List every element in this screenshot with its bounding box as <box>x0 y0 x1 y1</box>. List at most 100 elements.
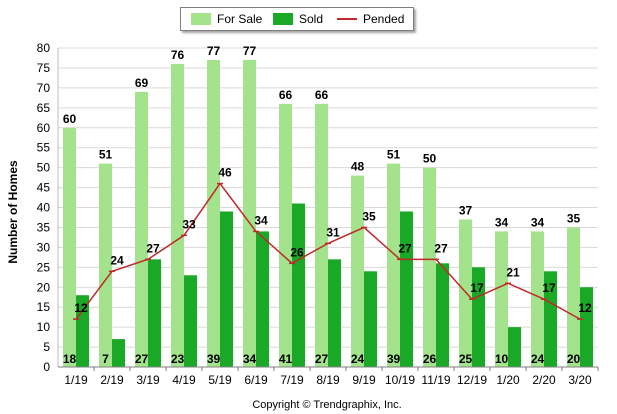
y-tick-label: 55 <box>37 141 51 155</box>
axes: 0 5 10 15 20 25 30 35 40 45 50 55 60 65 70 75 80 1/19 2/19… <box>37 41 599 387</box>
data-label-for-sale: 77 <box>207 44 221 58</box>
data-label-sold: 24 <box>531 352 545 366</box>
data-label-pended: 31 <box>326 225 340 239</box>
data-label-pended: 35 <box>362 209 376 223</box>
x-tick-label: 2/20 <box>532 373 556 387</box>
y-tick-label: 45 <box>37 181 51 195</box>
y-tick-label: 15 <box>37 300 51 314</box>
data-label-pended: 21 <box>506 265 520 279</box>
x-tick-label: 11/19 <box>421 373 450 387</box>
data-label-for-sale: 60 <box>63 112 77 126</box>
bar-for-sale <box>387 163 400 367</box>
data-label-sold: 27 <box>315 352 329 366</box>
x-tick-label: 7/19 <box>280 373 304 387</box>
data-label-for-sale: 50 <box>423 152 437 166</box>
data-label-for-sale: 48 <box>351 160 365 174</box>
data-label-sold: 27 <box>135 352 149 366</box>
bar-for-sale <box>207 59 220 368</box>
y-tick-label: 30 <box>37 240 51 254</box>
bar-for-sale <box>135 91 148 368</box>
bar-for-sale <box>459 219 472 367</box>
legend-label-pended: Pended <box>363 12 405 26</box>
y-tick-label: 50 <box>37 161 51 175</box>
bar-for-sale <box>423 167 436 367</box>
bar-for-sale <box>243 59 256 368</box>
data-label-pended: 34 <box>254 213 268 227</box>
bar-sold <box>472 267 485 367</box>
data-label-for-sale: 77 <box>243 44 257 58</box>
data-label-for-sale: 34 <box>531 215 545 229</box>
x-tick-label: 3/19 <box>136 373 160 387</box>
data-label-for-sale: 34 <box>495 215 509 229</box>
legend-label-sold: Sold <box>299 12 324 26</box>
y-axis-label: Number of Homes <box>6 160 20 264</box>
bar-for-sale <box>63 127 76 367</box>
bar-for-sale <box>495 231 508 367</box>
bar-sold <box>256 231 269 367</box>
data-label-for-sale: 37 <box>459 203 473 217</box>
legend-swatch-sold <box>273 13 293 25</box>
y-tick-label: 20 <box>37 280 51 294</box>
bar-sold <box>148 259 161 367</box>
data-label-for-sale: 66 <box>315 88 329 102</box>
legend-item-sold: Sold <box>273 8 333 30</box>
data-label-for-sale: 51 <box>99 148 113 162</box>
data-label-pended: 17 <box>542 281 556 295</box>
bar-for-sale <box>315 103 328 367</box>
x-tick-label: 5/19 <box>208 373 232 387</box>
data-label-pended: 24 <box>110 253 124 267</box>
bar-sold <box>400 211 413 367</box>
x-tick-label: 1/19 <box>64 373 88 387</box>
data-label-for-sale: 51 <box>387 148 401 162</box>
bar-sold <box>220 211 233 367</box>
data-label-sold: 41 <box>279 352 293 366</box>
bar-sold <box>112 339 125 367</box>
data-label-pended: 17 <box>470 281 484 295</box>
y-tick-label: 25 <box>37 260 51 274</box>
y-tick-label: 70 <box>37 81 51 95</box>
data-label-pended: 46 <box>218 166 232 180</box>
bar-sold <box>76 295 89 367</box>
x-tick-label: 10/19 <box>385 373 415 387</box>
y-tick-label: 35 <box>37 220 51 234</box>
copyright-text: Copyright © Trendgraphix, Inc. <box>252 399 401 411</box>
legend-swatch-for-sale <box>191 13 211 25</box>
data-label-sold: 20 <box>567 352 581 366</box>
data-label-pended: 26 <box>290 245 304 259</box>
bar-for-sale <box>99 163 112 367</box>
bar-for-sale <box>567 227 580 367</box>
y-tick-label: 0 <box>43 360 50 374</box>
x-tick-label: 12/19 <box>457 373 487 387</box>
data-label-sold: 10 <box>495 352 509 366</box>
bar-for-sale <box>531 231 544 367</box>
x-tick-label: 4/19 <box>172 373 196 387</box>
bar-sold <box>184 275 197 367</box>
bar-for-sale <box>279 103 292 367</box>
x-tick-label: 8/19 <box>316 373 340 387</box>
y-tick-label: 5 <box>43 340 50 354</box>
bar-sold <box>436 263 449 367</box>
data-label-pended: 12 <box>578 301 592 315</box>
bar-sold <box>508 327 521 367</box>
x-tick-label: 2/19 <box>100 373 124 387</box>
data-label-sold: 26 <box>423 352 437 366</box>
data-label-sold: 7 <box>102 352 109 366</box>
data-label-sold: 39 <box>387 352 401 366</box>
y-tick-label: 80 <box>37 41 51 55</box>
data-label-sold: 18 <box>63 352 77 366</box>
bar-sold <box>544 271 557 367</box>
legend-label-for-sale: For Sale <box>217 12 263 26</box>
data-label-sold: 39 <box>207 352 221 366</box>
pended-line <box>73 182 583 320</box>
bar-sold <box>328 259 341 367</box>
bar-sold <box>580 287 593 367</box>
data-label-pended: 27 <box>146 241 160 255</box>
data-label-pended: 27 <box>398 241 412 255</box>
bar-for-sale <box>171 63 184 367</box>
data-label-for-sale: 69 <box>135 76 149 90</box>
data-label-sold: 24 <box>351 352 365 366</box>
legend-swatch-pended <box>337 18 357 20</box>
legend-item-pended: Pended <box>337 8 413 30</box>
data-label-sold: 34 <box>243 352 257 366</box>
